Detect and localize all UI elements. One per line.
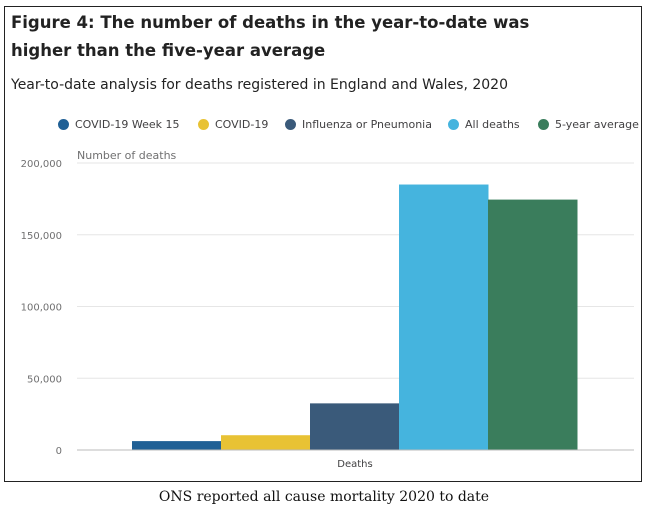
chart-area: 0 50,000 100,000 150,000 200,000 Number of de…: [21, 149, 634, 470]
legend-swatch: [198, 119, 209, 130]
figure-caption: ONS reported all cause mortality 2020 to…: [158, 489, 490, 505]
bar-covid-19-week-15: [132, 441, 222, 450]
y-tick-label: 150,000: [21, 231, 62, 242]
legend-item-covid19[interactable]: COVID-19: [198, 118, 268, 131]
legend-item-influenza[interactable]: Influenza or Pneumonia: [285, 118, 432, 131]
legend-label: COVID-19 Week 15: [75, 118, 180, 131]
y-tick-label: 100,000: [21, 303, 62, 314]
y-tick-label: 0: [56, 446, 62, 457]
figure-title: Figure 4: The number of deaths in the ye…: [11, 13, 530, 60]
figure-subtitle: Year-to-date analysis for deaths registe…: [11, 77, 508, 93]
legend-swatch: [448, 119, 459, 130]
legend-label: Influenza or Pneumonia: [302, 118, 432, 131]
legend-swatch: [58, 119, 69, 130]
axes: 0 50,000 100,000 150,000 200,000 Number of de…: [21, 149, 634, 470]
bar-influenza-or-pneumonia: [310, 403, 400, 450]
y-tick-label: 200,000: [21, 159, 62, 170]
legend-item-covid-week15[interactable]: COVID-19 Week 15: [58, 118, 179, 131]
legend-label: All deaths: [465, 118, 520, 131]
legend-swatch: [285, 119, 296, 130]
bar-all-deaths: [399, 184, 489, 450]
x-tick-label: Deaths: [337, 459, 372, 470]
legend-label: COVID-19: [215, 118, 269, 131]
legend-label: 5-year average: [555, 118, 639, 131]
y-tick-label: 50,000: [27, 374, 62, 385]
legend-item-all-deaths[interactable]: All deaths: [448, 118, 520, 131]
legend-swatch: [538, 119, 549, 130]
bar-covid-19: [221, 435, 311, 450]
bar-5-year-average: [488, 199, 578, 450]
bars: [132, 184, 578, 450]
legend-item-5yr-average[interactable]: 5-year average: [538, 118, 639, 131]
y-axis-title: Number of deaths: [77, 149, 177, 162]
